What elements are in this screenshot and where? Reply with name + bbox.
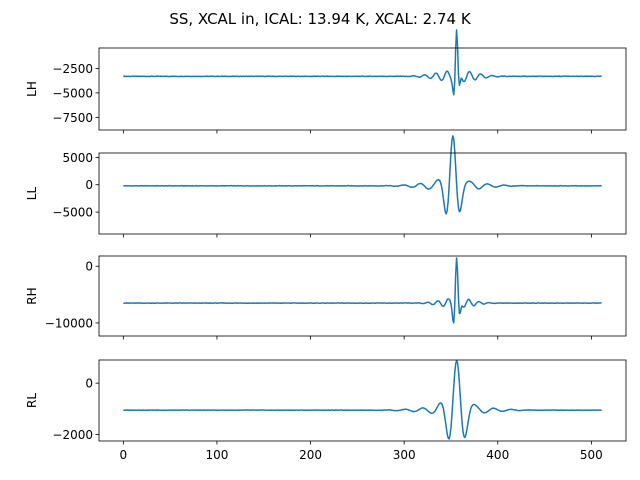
y-axis-label: RL <box>25 393 39 408</box>
y-tick-label: −2500 <box>52 62 93 76</box>
x-tick-label: 200 <box>299 448 322 462</box>
subplot-rh: 0 −10000 RH <box>25 255 627 340</box>
series-line <box>123 257 602 324</box>
axes-frame <box>98 47 627 131</box>
series-line <box>123 359 602 440</box>
subplots: −2500−5000−7500LH50000−5000LL0−10000RH0−… <box>25 29 627 462</box>
y-tick-label: 0 <box>85 260 93 274</box>
x-tick-label: 100 <box>205 448 228 462</box>
axes-frame <box>98 359 627 442</box>
axes-frame <box>98 255 627 337</box>
figure-title: SS, XCAL in, ICAL: 13.94 K, XCAL: 2.74 K <box>169 10 472 28</box>
y-tick-label: −5000 <box>52 206 93 220</box>
x-tick-label: 0 <box>120 448 128 462</box>
y-axis-label: RH <box>25 287 39 304</box>
series-line <box>123 29 602 96</box>
series-line <box>123 135 602 215</box>
y-tick-label: 0 <box>85 178 93 192</box>
y-axis-label: LH <box>25 81 39 97</box>
subplot-ll: 5000 0 −5000 LL <box>25 135 627 238</box>
y-tick-label: −10000 <box>45 316 93 330</box>
y-tick-label: −7500 <box>52 111 93 125</box>
y-tick-label: 0 <box>85 377 93 391</box>
y-tick-label: 5000 <box>62 151 93 165</box>
x-tick-label: 300 <box>393 448 416 462</box>
axes-frame <box>98 152 627 235</box>
x-tick-label: 400 <box>486 448 509 462</box>
subplot-rl: 0 −2000 0 100 200 300 400 500 RL <box>25 359 627 462</box>
x-tick-label: 500 <box>580 448 603 462</box>
subplot-lh: −2500 −5000 −7500 LH <box>25 29 627 134</box>
y-axis-label: LL <box>25 187 39 201</box>
y-tick-label: −5000 <box>52 86 93 100</box>
y-tick-label: −2000 <box>52 428 93 442</box>
